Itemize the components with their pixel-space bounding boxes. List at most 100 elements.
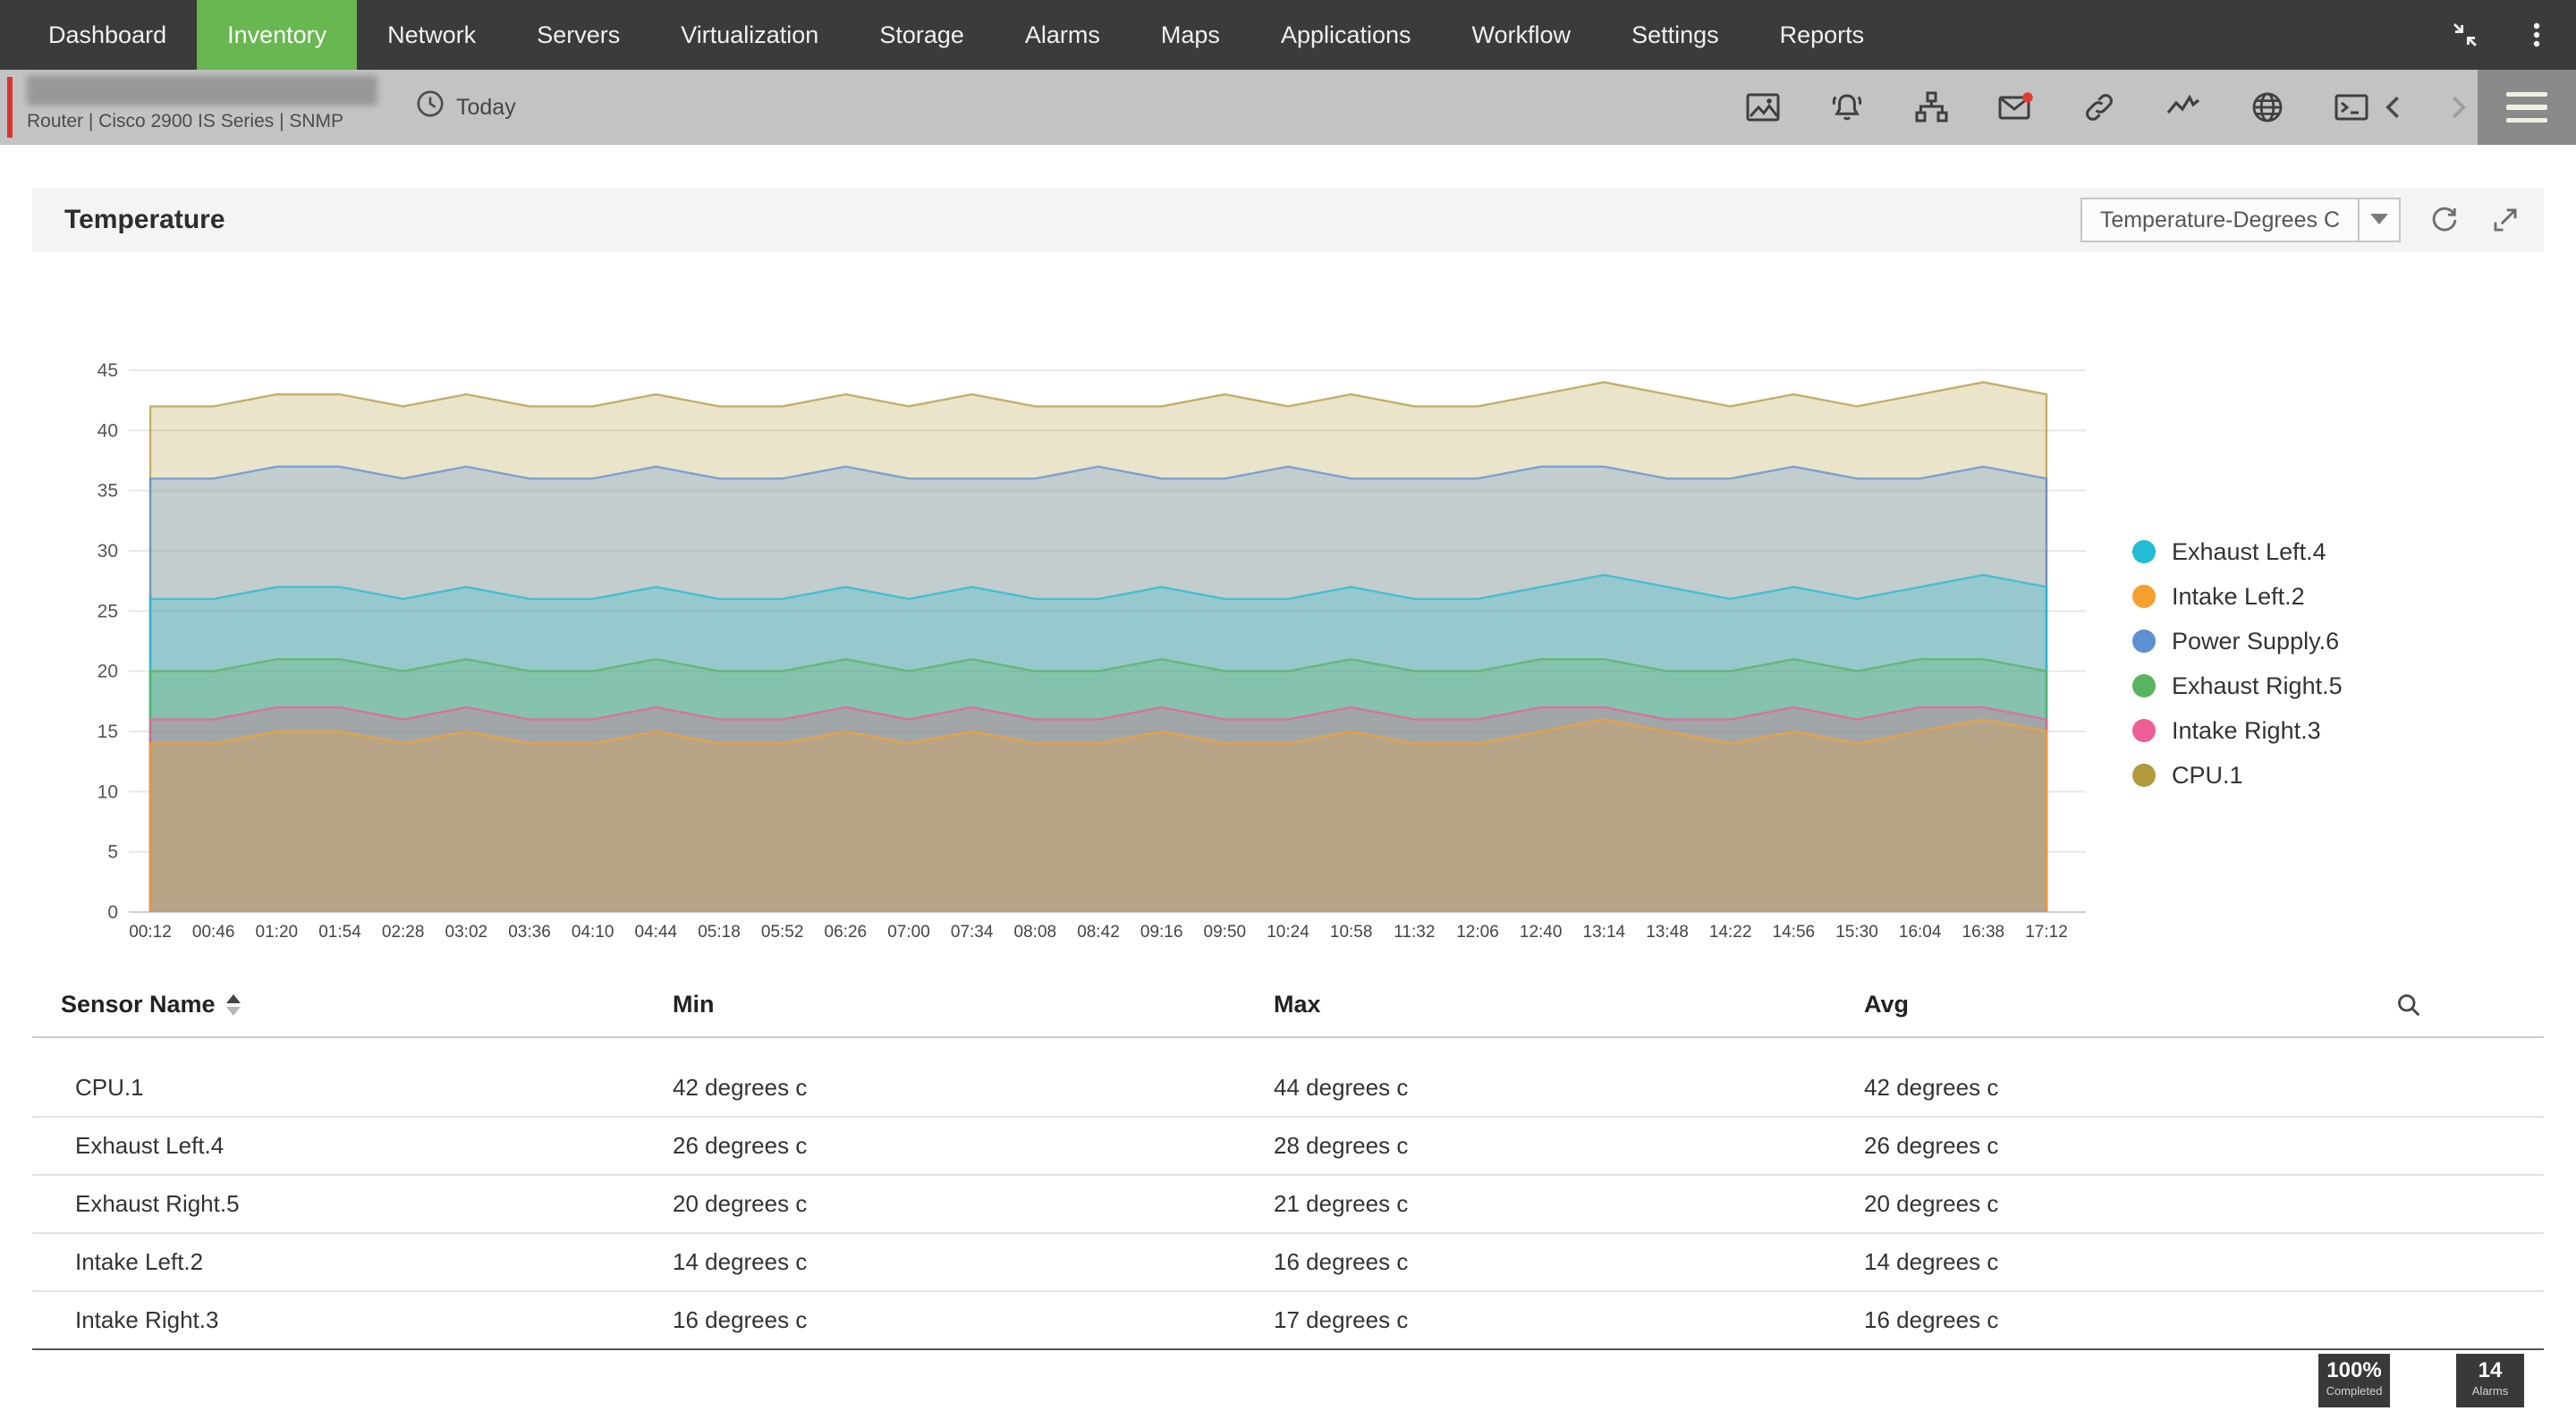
kebab-menu-icon[interactable] — [2519, 17, 2555, 53]
svg-text:08:42: 08:42 — [1077, 923, 1120, 942]
value-cell: 14 degrees c — [1864, 1248, 1999, 1275]
time-range-label: Today — [456, 94, 516, 120]
table-row-exhaust-left-4[interactable]: Exhaust Left.4 26 degrees c 28 degrees c 26… — [32, 1118, 2544, 1176]
terminal-icon[interactable] — [2333, 89, 2370, 126]
value-cell: 42 degrees c — [673, 1074, 808, 1101]
table-row-exhaust-right-5[interactable]: Exhaust Right.5 20 degrees c 21 degrees c 2… — [32, 1176, 2544, 1234]
time-range-picker[interactable]: Today — [415, 70, 516, 145]
main-nav: Dashboard Inventory Network Servers Virtuali… — [0, 0, 2576, 70]
nav-item-alarms[interactable]: Alarms — [1024, 21, 1100, 48]
svg-text:02:28: 02:28 — [382, 923, 425, 942]
legend-item-intake-right-3[interactable]: Intake Right.3 — [2132, 708, 2343, 753]
svg-text:45: 45 — [97, 360, 118, 381]
sensor-table: Sensor Name Min Max Avg CPU.1 42 degrees … — [32, 975, 2544, 1350]
svg-text:01:20: 01:20 — [256, 923, 299, 942]
value-cell: 26 degrees c — [1864, 1132, 1999, 1159]
legend-item-intake-left-2[interactable]: Intake Left.2 — [2132, 574, 2343, 619]
svg-text:10:58: 10:58 — [1330, 923, 1373, 942]
column-header-sensor-name[interactable]: Sensor Name — [61, 991, 673, 1018]
nav-item-servers[interactable]: Servers — [537, 21, 621, 48]
svg-text:14:22: 14:22 — [1709, 923, 1752, 942]
search-icon[interactable] — [2383, 992, 2526, 1018]
legend-label: Intake Left.2 — [2172, 582, 2305, 610]
sensor-name-cell: Intake Right.3 — [75, 1306, 219, 1333]
nav-item-workflow[interactable]: Workflow — [1471, 21, 1572, 48]
value-cell: 42 degrees c — [1864, 1074, 1999, 1101]
sensor-name-cell: Intake Left.2 — [75, 1248, 204, 1275]
value-cell: 44 degrees c — [1274, 1074, 1409, 1101]
alarm-icon[interactable] — [1828, 89, 1866, 126]
legend-item-power-supply-6[interactable]: Power Supply.6 — [2132, 619, 2343, 663]
mail-icon[interactable] — [1996, 89, 2034, 126]
table-header: Sensor Name Min Max Avg — [32, 975, 2544, 1038]
severity-indicator — [7, 77, 13, 138]
svg-text:11:32: 11:32 — [1394, 923, 1435, 942]
nav-item-settings[interactable]: Settings — [1631, 21, 1719, 48]
svg-text:00:46: 00:46 — [192, 923, 235, 942]
nav-item-applications[interactable]: Applications — [1280, 21, 1411, 48]
main-nav-right — [2447, 0, 2576, 70]
svg-text:15: 15 — [97, 722, 118, 742]
chart-legend: Exhaust Left.4 Intake Left.2 Power Supply.… — [2132, 529, 2343, 798]
globe-icon[interactable] — [2249, 89, 2286, 126]
nav-item-maps[interactable]: Maps — [1160, 21, 1220, 48]
link-icon[interactable] — [2080, 89, 2118, 126]
unit-dropdown[interactable]: Temperature-Degrees C — [2080, 198, 2401, 242]
sensor-name-cell: Exhaust Right.5 — [75, 1190, 240, 1217]
clock-icon — [415, 89, 445, 126]
device-toolbar: Router | Cisco 2900 IS Series | SNMP Tod… — [0, 70, 2576, 145]
menu-icon[interactable] — [2478, 70, 2576, 145]
svg-text:07:00: 07:00 — [887, 923, 930, 942]
nav-item-network[interactable]: Network — [387, 21, 477, 48]
collapse-icon[interactable] — [2447, 17, 2483, 53]
value-cell: 26 degrees c — [673, 1132, 808, 1159]
value-cell: 20 degrees c — [673, 1190, 808, 1217]
column-header-max[interactable]: Max — [1274, 991, 1321, 1018]
svg-text:20: 20 — [97, 662, 118, 682]
column-header-avg[interactable]: Avg — [1864, 991, 1910, 1018]
legend-item-exhaust-left-4[interactable]: Exhaust Left.4 — [2132, 529, 2343, 574]
svg-text:09:16: 09:16 — [1140, 923, 1183, 942]
main-nav-items: Dashboard Inventory Network Servers Virtuali… — [0, 0, 1894, 70]
unit-dropdown-value: Temperature-Degrees C — [2099, 207, 2340, 232]
popout-icon[interactable] — [2488, 203, 2522, 237]
nav-item-storage[interactable]: Storage — [879, 21, 964, 48]
svg-text:40: 40 — [97, 420, 118, 441]
svg-text:10: 10 — [97, 782, 118, 802]
chevron-left-icon[interactable] — [2376, 89, 2413, 126]
nav-item-dashboard[interactable]: Dashboard — [48, 21, 167, 48]
completed-badge[interactable]: 100% Completed — [2318, 1354, 2390, 1407]
value-cell: 16 degrees c — [1864, 1306, 1999, 1333]
image-icon[interactable] — [1744, 89, 1782, 126]
nav-item-virtualization[interactable]: Virtualization — [681, 21, 819, 48]
svg-text:16:38: 16:38 — [1962, 923, 2005, 942]
topology-icon[interactable] — [1912, 89, 1950, 126]
chevron-down-icon — [2358, 199, 2399, 241]
value-cell: 20 degrees c — [1864, 1190, 1999, 1217]
value-cell: 28 degrees c — [1274, 1132, 1409, 1159]
nav-item-inventory[interactable]: Inventory — [197, 0, 358, 70]
column-header-min[interactable]: Min — [673, 991, 715, 1018]
table-row-intake-left-2[interactable]: Intake Left.2 14 degrees c 16 degrees c 14 … — [32, 1234, 2544, 1292]
svg-text:13:48: 13:48 — [1646, 923, 1689, 942]
legend-item-cpu-1[interactable]: CPU.1 — [2132, 753, 2343, 798]
nav-item-reports[interactable]: Reports — [1779, 21, 1865, 48]
chevron-right-icon[interactable] — [2438, 89, 2476, 126]
svg-text:17:12: 17:12 — [2025, 923, 2068, 942]
svg-text:09:50: 09:50 — [1204, 923, 1247, 942]
legend-swatch — [2132, 764, 2156, 787]
alarms-badge[interactable]: 14 Alarms — [2456, 1354, 2524, 1407]
legend-item-exhaust-right-5[interactable]: Exhaust Right.5 — [2132, 663, 2343, 708]
table-body: CPU.1 42 degrees c 44 degrees c 42 degrees … — [32, 1060, 2544, 1350]
refresh-icon[interactable] — [2428, 203, 2462, 237]
svg-text:05:18: 05:18 — [698, 923, 741, 942]
device-subtitle: Router | Cisco 2900 IS Series | SNMP — [27, 111, 344, 131]
table-row-cpu-1[interactable]: CPU.1 42 degrees c 44 degrees c 42 degrees … — [32, 1060, 2544, 1118]
sparkline-icon[interactable] — [2165, 89, 2202, 126]
temperature-chart: 0 5 10 15 20 25 30 35 40 45 00:12 00:46 01:20 01:54 02… — [97, 360, 2086, 942]
value-cell: 16 degrees c — [673, 1306, 808, 1333]
legend-swatch — [2132, 585, 2156, 608]
legend-label: Exhaust Left.4 — [2172, 537, 2326, 565]
table-row-intake-right-3[interactable]: Intake Right.3 16 degrees c 17 degrees c 16… — [32, 1292, 2544, 1350]
